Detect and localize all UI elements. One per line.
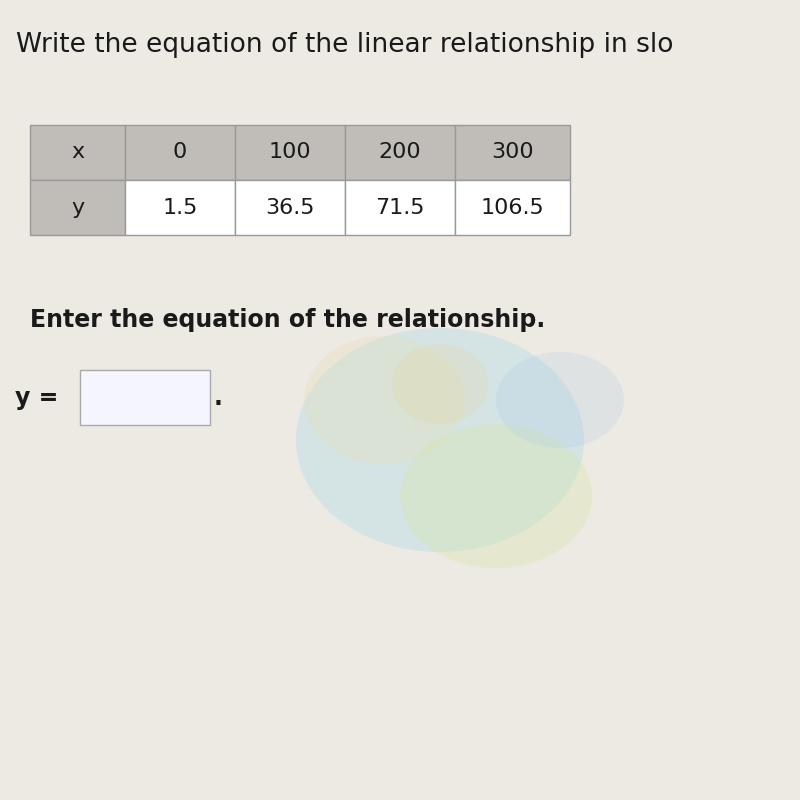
Bar [30, 180, 125, 235]
Bar [30, 125, 125, 180]
Text: x: x [71, 142, 84, 162]
Bar [125, 180, 235, 235]
Text: 1.5: 1.5 [162, 198, 198, 218]
Bar [125, 125, 235, 180]
Text: y: y [71, 198, 84, 218]
Text: 0: 0 [173, 142, 187, 162]
Text: Write the equation of the linear relationship in slo: Write the equation of the linear relatio… [16, 32, 674, 58]
Text: Enter the equation of the relationship.: Enter the equation of the relationship. [30, 308, 546, 332]
Text: 71.5: 71.5 [375, 198, 425, 218]
Text: 106.5: 106.5 [481, 198, 544, 218]
Text: 36.5: 36.5 [266, 198, 314, 218]
Bar [455, 125, 570, 180]
Bar [345, 125, 455, 180]
Ellipse shape [392, 344, 488, 424]
Bar [235, 180, 345, 235]
Text: .: . [214, 386, 223, 410]
Bar [235, 125, 345, 180]
Text: 300: 300 [491, 142, 534, 162]
Ellipse shape [496, 352, 624, 448]
Bar [455, 180, 570, 235]
Ellipse shape [400, 424, 592, 568]
Text: y =: y = [15, 386, 58, 410]
Text: 100: 100 [269, 142, 311, 162]
Text: 200: 200 [378, 142, 422, 162]
Bar [80, 370, 210, 425]
Ellipse shape [304, 336, 464, 464]
Bar [345, 180, 455, 235]
Ellipse shape [296, 328, 584, 552]
